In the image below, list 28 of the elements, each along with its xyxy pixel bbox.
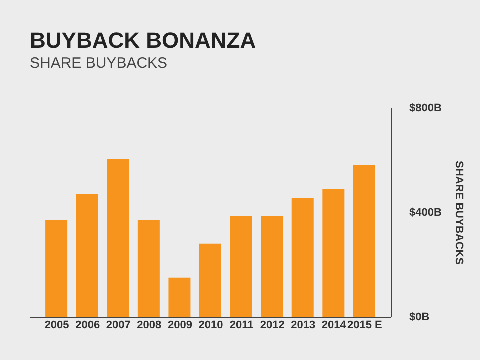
bar [353, 165, 376, 317]
y-tick-label: $400B [410, 207, 442, 219]
x-tick-label: 2013 [291, 320, 316, 332]
bar [76, 194, 98, 317]
bar [138, 220, 160, 317]
chart-title: BUYBACK BONANZA [30, 28, 256, 53]
chart-subtitle: SHARE BUYBACKS [30, 55, 168, 72]
bar [261, 216, 284, 317]
x-tick-label: 2005 [44, 320, 70, 332]
y-tick-label: $0B [410, 312, 430, 324]
x-tick-label: 2012 [260, 320, 285, 332]
x-tick-label: 2006 [76, 320, 100, 332]
x-tick-label: 2008 [137, 320, 162, 332]
x-tick-label: 2010 [198, 320, 224, 332]
x-tick-label: 2009 [168, 320, 192, 332]
bar [168, 278, 191, 317]
bar [46, 220, 68, 317]
bar [200, 244, 222, 317]
x-tick-label: 2011 [230, 320, 254, 332]
bar [230, 216, 252, 317]
bar [107, 158, 130, 317]
y-tick-label: $800B [410, 102, 442, 114]
bar [322, 188, 345, 317]
bar [292, 198, 314, 317]
x-tick-label: 2007 [106, 320, 131, 332]
x-tick-label: 2015 E [348, 320, 382, 332]
x-tick-label: 2014 [322, 320, 348, 332]
y-axis-title: SHARE BUYBACKS [452, 161, 465, 265]
